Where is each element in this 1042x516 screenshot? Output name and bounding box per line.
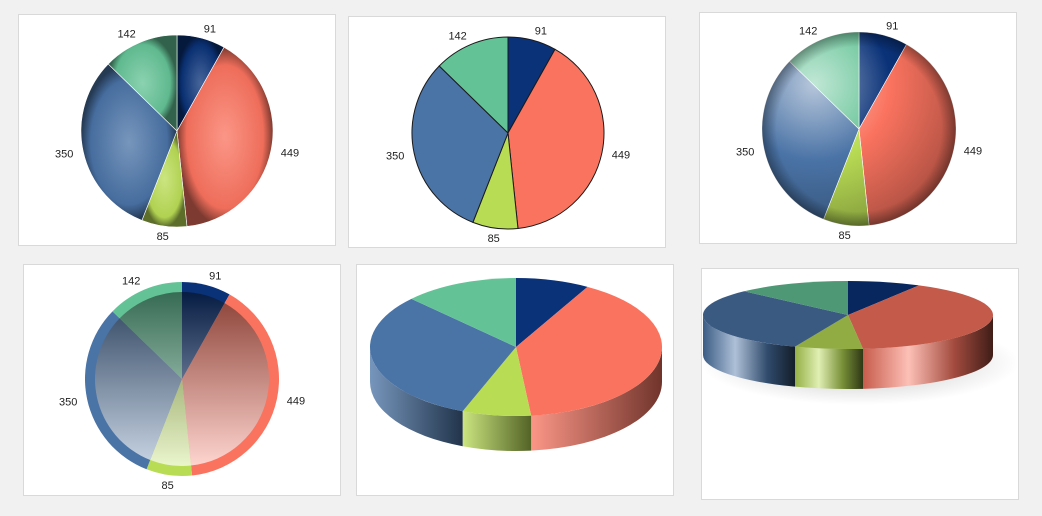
pie2-slice-salmon bbox=[507, 48, 605, 230]
pie3-label-2: 85 bbox=[838, 230, 850, 242]
chart-panel-6 bbox=[701, 268, 1019, 500]
pie-chart-5 bbox=[370, 278, 663, 451]
pie1-slice-mint bbox=[107, 34, 178, 132]
chart-panel-2: 91 449 85 350 142 bbox=[348, 16, 666, 248]
pie3-label-0: 91 bbox=[886, 21, 898, 33]
pie-chart-3: 91 449 85 350 142 bbox=[736, 21, 982, 243]
pie3-rim-shadow bbox=[762, 32, 956, 226]
chart-panel-3: 91 449 85 350 142 bbox=[699, 12, 1017, 244]
pie3-label-4: 142 bbox=[799, 25, 817, 37]
pie5-side-salmon bbox=[531, 347, 662, 451]
pie2-label-3: 350 bbox=[386, 150, 404, 162]
pie5-slice-navy bbox=[516, 278, 588, 347]
pie1-label-2: 85 bbox=[157, 231, 169, 243]
pie3-label-1: 449 bbox=[964, 146, 982, 158]
pie4-slice-navy bbox=[182, 292, 225, 379]
pie5-side-lime bbox=[462, 411, 532, 451]
pie6-slice-lime bbox=[795, 315, 864, 350]
pie5-slice-salmon bbox=[516, 286, 663, 416]
pie6-slice-mint bbox=[744, 281, 848, 315]
chart-panel-4: 91 449 85 350 142 bbox=[23, 264, 341, 496]
chart-panel-1: 91 449 85 350 142 bbox=[18, 14, 336, 246]
chart-panel-5 bbox=[356, 264, 674, 496]
pie4-slice-salmon bbox=[182, 303, 269, 466]
pie4-label-4: 142 bbox=[122, 275, 140, 287]
pie5-side-steel bbox=[370, 347, 463, 447]
pie2-label-1: 449 bbox=[612, 150, 630, 162]
pie6-slice-steel bbox=[702, 291, 848, 347]
pie4-label-3: 350 bbox=[59, 397, 77, 409]
pie6-side-steel bbox=[703, 315, 796, 387]
pie-chart-2: 91 449 85 350 142 bbox=[386, 26, 630, 246]
pie2-label-4: 142 bbox=[448, 30, 466, 42]
pie4-slice-lime bbox=[150, 379, 192, 466]
pie1-label-1: 449 bbox=[281, 148, 299, 160]
pie6-slice-salmon bbox=[848, 285, 994, 349]
pie4-slice-steel bbox=[95, 318, 182, 460]
pie5-slice-lime bbox=[462, 347, 532, 417]
pie2-label-0: 91 bbox=[535, 26, 547, 38]
pie2-label-2: 85 bbox=[488, 233, 500, 245]
pie6-side-lime bbox=[795, 346, 864, 389]
pie4-label-1: 449 bbox=[287, 396, 305, 408]
pie4-slice-mint bbox=[119, 292, 182, 379]
pie5-slice-steel bbox=[370, 298, 516, 412]
pie-chart-6 bbox=[702, 281, 1018, 405]
pie6-side-salmon bbox=[863, 315, 993, 389]
pie5-slice-mint bbox=[411, 278, 516, 347]
pie1-label-3: 350 bbox=[55, 148, 73, 160]
pie1-slice-salmon bbox=[176, 46, 274, 227]
pie2-slice-steel bbox=[411, 65, 509, 224]
pie1-label-0: 91 bbox=[204, 24, 216, 36]
pie1-slice-steel bbox=[80, 63, 178, 221]
pie-chart-4: 91 449 85 350 142 bbox=[59, 271, 305, 493]
pie2-slice-mint bbox=[438, 36, 509, 135]
pie6-slice-navy bbox=[848, 281, 920, 315]
pie3-label-3: 350 bbox=[736, 147, 754, 159]
pie1-label-4: 142 bbox=[117, 28, 135, 40]
pie-chart-1: 91 449 85 350 142 bbox=[55, 24, 299, 244]
pie4-label-2: 85 bbox=[161, 480, 173, 492]
pie4-label-0: 91 bbox=[209, 271, 221, 283]
